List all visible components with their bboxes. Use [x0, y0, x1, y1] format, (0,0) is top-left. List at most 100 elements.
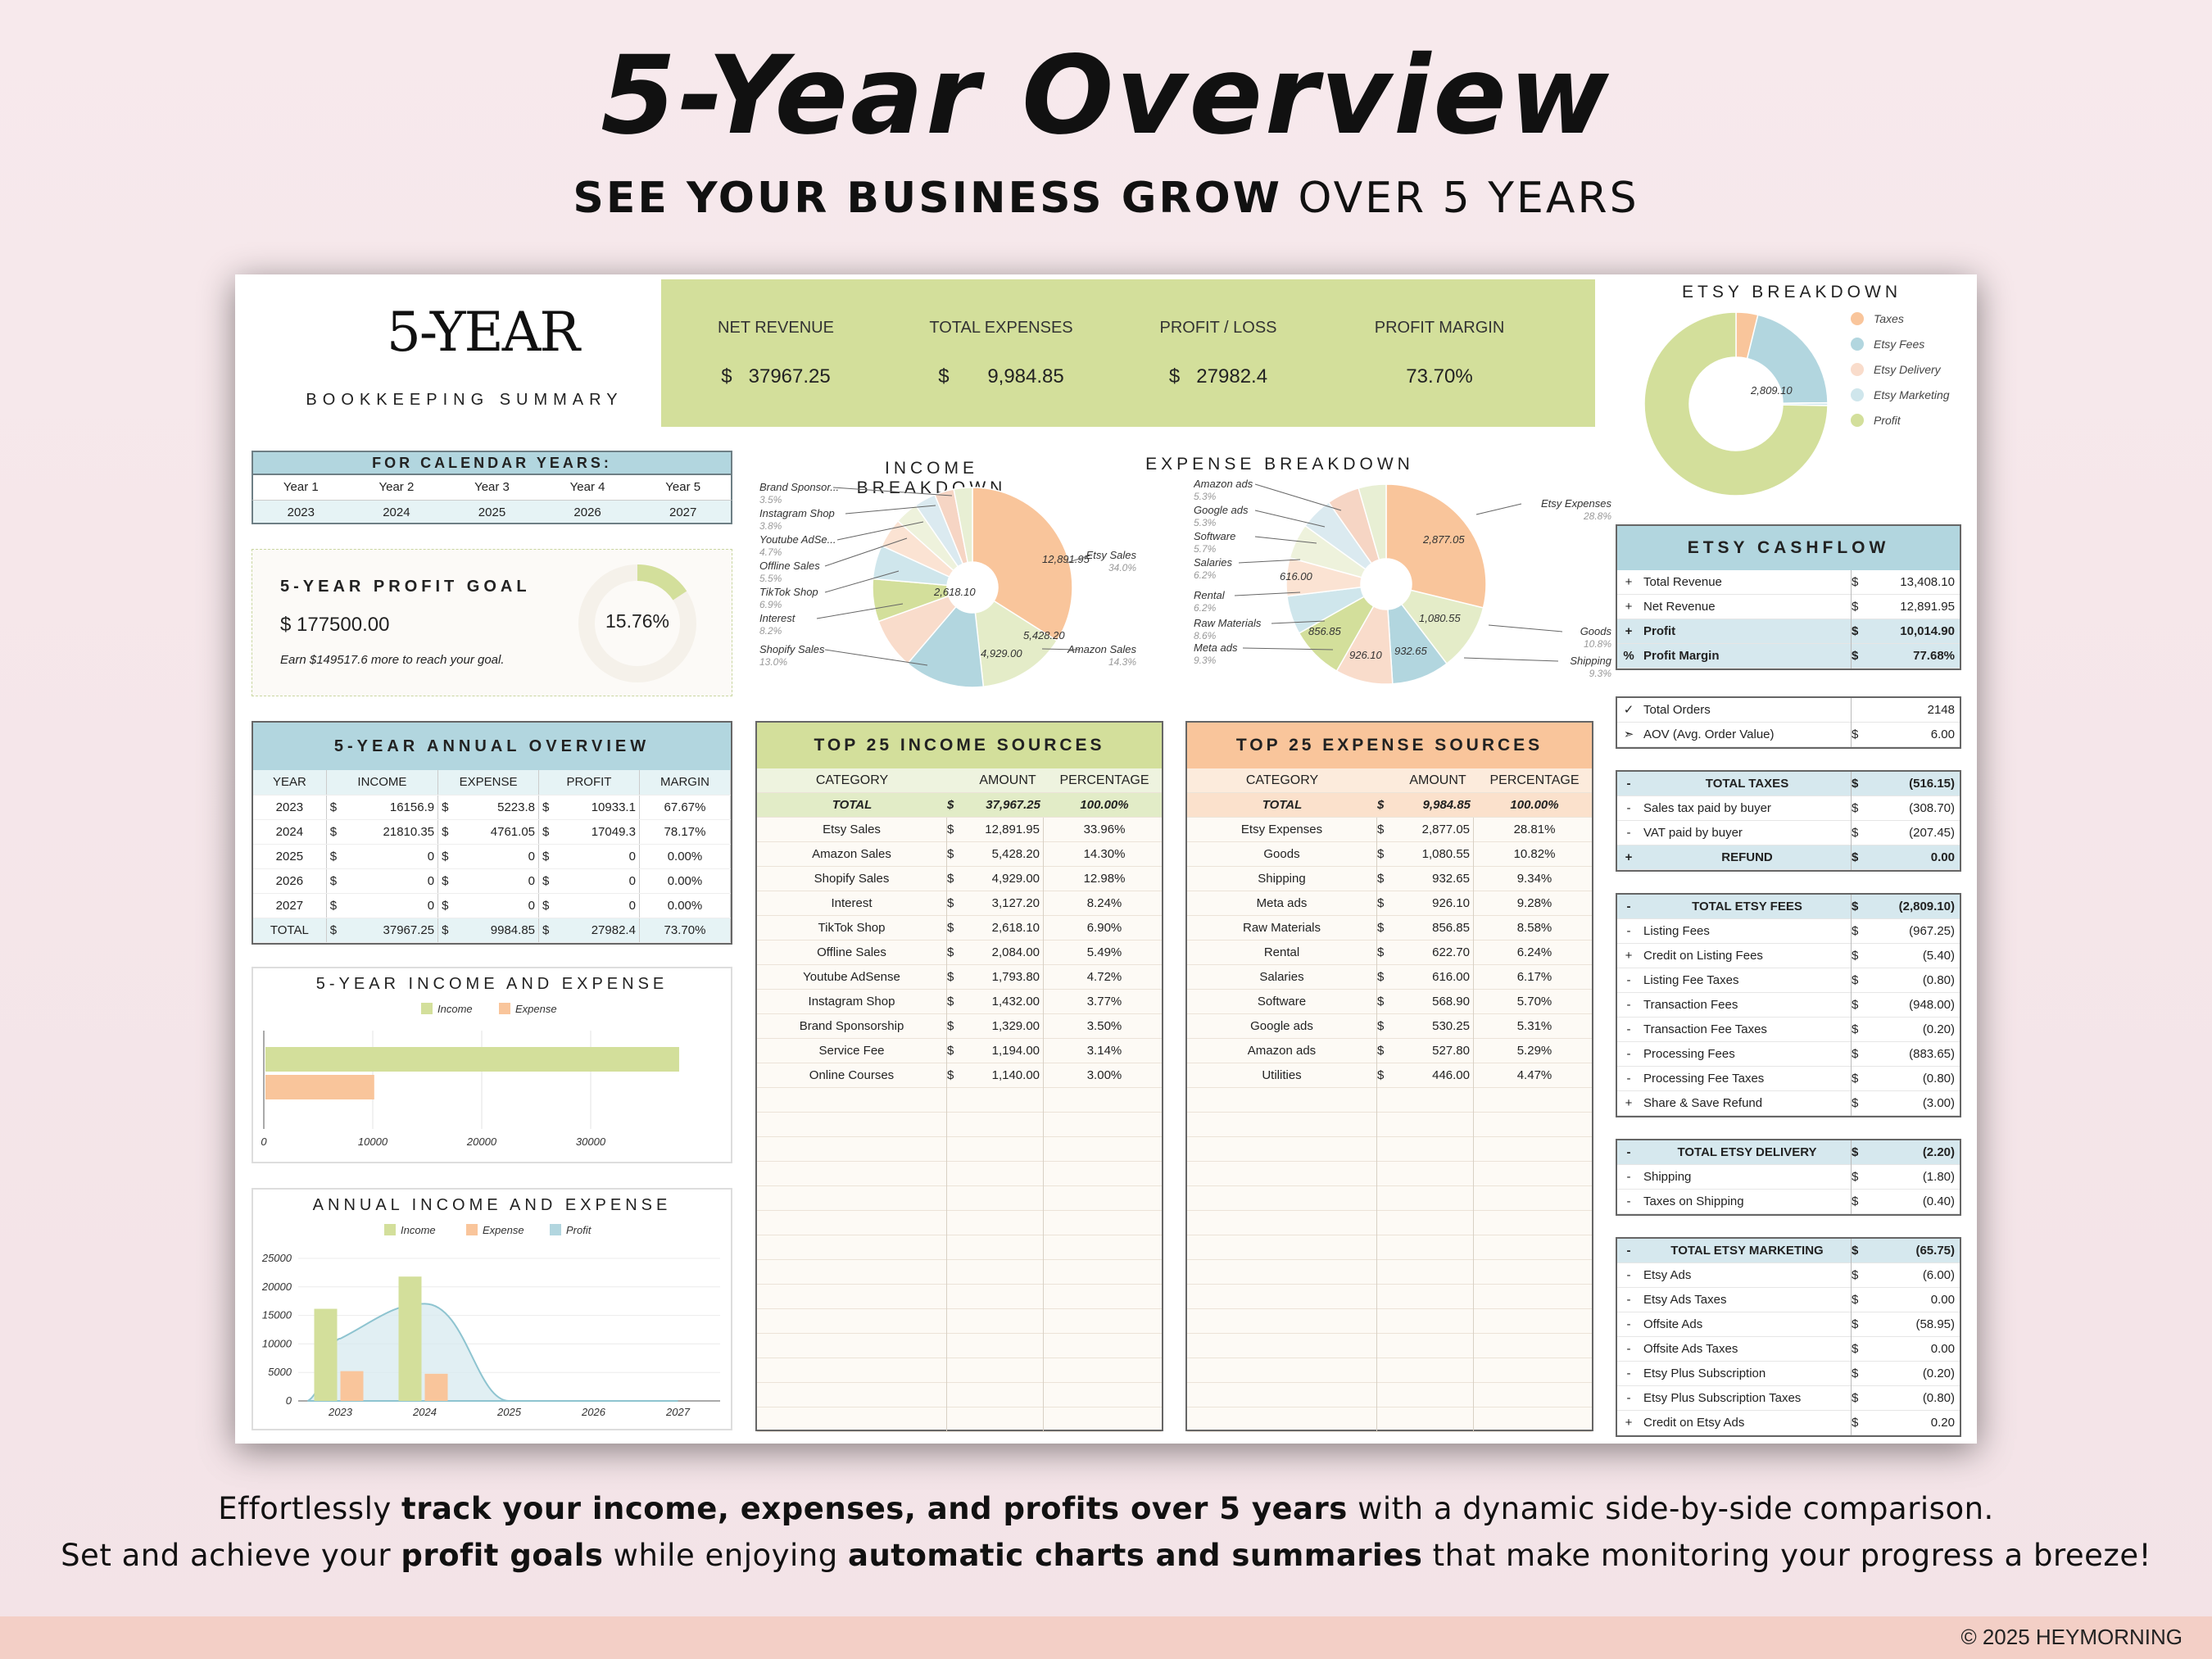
- footer-line-2: Set and achieve your profit goals while …: [61, 1538, 2151, 1573]
- table-row: Etsy Expenses $2,877.05 28.81%: [1187, 818, 1592, 842]
- annual-overview-table: 5-YEAR ANNUAL OVERVIEW YEAR INCOME EXPEN…: [252, 721, 732, 945]
- pie-label: Offline Sales: [759, 560, 820, 572]
- table-row: [1187, 1162, 1592, 1186]
- year-cell[interactable]: 2025: [478, 505, 506, 519]
- pie-label-pct: 5.5%: [759, 573, 782, 584]
- year-cell[interactable]: 2027: [669, 505, 697, 519]
- pie-label-pct: 4.7%: [759, 546, 782, 558]
- table-row: - VAT paid by buyer $ (207.45): [1617, 821, 1960, 845]
- table-row: [757, 1358, 1162, 1383]
- spreadsheet: 5-YEAR BOOKKEEPING SUMMARY NET REVENUE $…: [235, 274, 1977, 1444]
- leader-line: [1242, 647, 1334, 650]
- kpi-total-expenses: TOTAL EXPENSES $ 9,984.85: [929, 319, 1073, 388]
- table-row: TikTok Shop $2,618.10 6.90%: [757, 916, 1162, 941]
- tick-label: 0: [286, 1394, 292, 1407]
- tick-label: 20000: [466, 1135, 497, 1148]
- table-row: - Transaction Fee Taxes $ (0.20): [1617, 1018, 1960, 1042]
- table-total-row: TOTAL $9,984.85 100.00%: [1187, 793, 1592, 818]
- table-row: - TOTAL TAXES $ (516.15): [1617, 772, 1960, 796]
- legend-dot-icon: [1851, 363, 1864, 376]
- table-row: - Processing Fees $ (883.65): [1617, 1042, 1960, 1067]
- five-year-bar-chart: Income Expense 0 10000 20000 30000: [261, 1003, 679, 1148]
- goal-amount[interactable]: $ 177500.00: [280, 614, 390, 636]
- table-row: Utilities $446.00 4.47%: [1187, 1063, 1592, 1088]
- category-label: 2025: [496, 1406, 522, 1418]
- table-row: - Shipping $ (1.80): [1617, 1165, 1960, 1190]
- calendar-labels: Year 1 Year 2 Year 3 Year 4 Year 5: [252, 475, 732, 500]
- leader-line: [1254, 510, 1326, 528]
- pie-slice-goods: [1400, 589, 1484, 665]
- tick-label: 10000: [358, 1135, 388, 1148]
- table-row: + Credit on Etsy Ads $0.20: [1617, 1411, 1960, 1435]
- table-row: - Etsy Ads Taxes $0.00: [1617, 1288, 1960, 1312]
- table-row: - TOTAL ETSY MARKETING $ (65.75): [1617, 1239, 1960, 1263]
- pie-slice-etsy-sales: [972, 487, 1073, 642]
- table-total-row: TOTAL $37,967.25 100.00%: [757, 793, 1162, 818]
- pie-label: Rental: [1194, 589, 1226, 601]
- bar-income: [265, 1047, 679, 1072]
- goal-title: 5-YEAR PROFIT GOAL: [280, 578, 531, 596]
- pie-label: Meta ads: [1194, 641, 1238, 654]
- slice-value: 926.10: [1349, 649, 1383, 661]
- table-header-row: CATEGORY AMOUNT PERCENTAGE: [757, 768, 1162, 793]
- delivery-box: - TOTAL ETSY DELIVERY $ (2.20) - Shipping $ (1.…: [1616, 1139, 1961, 1216]
- summary-subtitle: BOOKKEEPING SUMMARY: [306, 391, 623, 409]
- leader-line: [1234, 592, 1301, 596]
- table-row: [757, 1137, 1162, 1162]
- pie-slice-shopify-sales: [906, 605, 985, 688]
- table-row: [757, 1260, 1162, 1285]
- legend-label-expense: Expense: [515, 1003, 557, 1015]
- slice-value: 4,929.00: [981, 647, 1022, 660]
- annual-bar-chart: Income Expense Profit 25000 20000 15000 10000 5…: [261, 1224, 720, 1418]
- table-row: [1187, 1137, 1592, 1162]
- tick-label: 20000: [261, 1281, 292, 1293]
- table-row: 2026 $0 $0 $0 0.00%: [253, 868, 732, 894]
- year-cell[interactable]: 2024: [383, 505, 410, 519]
- table-row: [757, 1235, 1162, 1260]
- legend-dot-icon: [1851, 338, 1864, 351]
- leader-line: [845, 505, 936, 514]
- legend-taxes: Taxes: [1851, 312, 1904, 325]
- table-row: Google ads $530.25 5.31%: [1187, 1014, 1592, 1039]
- slice-value: 2,877.05: [1422, 533, 1465, 546]
- table-row: + Total Revenue $13,408.10: [1617, 570, 1960, 595]
- pie-label: Youtube AdSe...: [759, 533, 836, 546]
- pie-label: Raw Materials: [1194, 617, 1262, 629]
- kpi-band: NET REVENUE $ 37967.25 TOTAL EXPENSES $ …: [661, 279, 1595, 427]
- leader-line: [1463, 657, 1559, 662]
- pie-label-pct: 14.3%: [1108, 656, 1136, 668]
- table-row: [757, 1407, 1162, 1432]
- expense-pie-chart: 2,877.05 1,080.55 616.00 856.85 926.10 9…: [1194, 478, 1612, 685]
- pie-label: Interest: [759, 612, 796, 624]
- pie-label-pct: 5.7%: [1194, 543, 1217, 555]
- leader-line: [1254, 536, 1317, 544]
- pie-label-pct: 9.3%: [1194, 655, 1217, 666]
- table-row: + Net Revenue $12,891.95: [1617, 595, 1960, 619]
- table-row: - TOTAL ETSY FEES $ (2,809.10): [1617, 895, 1960, 919]
- table-row: - TOTAL ETSY DELIVERY $ (2.20): [1617, 1140, 1960, 1165]
- page-title: 5-Year Overview: [601, 33, 1611, 159]
- table-row: 2027 $0 $0 $0 0.00%: [253, 893, 732, 918]
- table-row: [757, 1334, 1162, 1358]
- summary-title: 5-YEAR: [386, 301, 580, 364]
- year-cell[interactable]: 2026: [573, 505, 601, 519]
- expense-sources-table: TOP 25 EXPENSE SOURCES CATEGORY AMOUNT PER…: [1185, 721, 1593, 1432]
- pie-slice-online-courses: [953, 487, 973, 564]
- income-pie-chart: 12,891.95 5,428.20 4,929.00 2,618.10 Bra…: [759, 481, 1137, 688]
- pie-label-pct: 28.8%: [1583, 510, 1611, 522]
- legend-etsy-fees: Etsy Fees: [1851, 338, 1924, 351]
- orders-box: ✓ Total Orders 2148 ➣ AOV (Avg. Order Value)…: [1616, 696, 1961, 749]
- slice-value: 5,428.20: [1023, 629, 1065, 641]
- table-row: - Sales tax paid by buyer $ (308.70): [1617, 796, 1960, 821]
- table-row: - Taxes on Shipping $ (0.40): [1617, 1190, 1960, 1214]
- etsy-breakdown-title: ETSY BREAKDOWN: [1682, 283, 1902, 301]
- pie-label-pct: 9.3%: [1589, 668, 1612, 679]
- year-cell[interactable]: 2023: [287, 505, 315, 519]
- table-row: [1187, 1186, 1592, 1211]
- pie-label: Etsy Expenses: [1541, 497, 1611, 510]
- legend-swatch: [466, 1224, 478, 1235]
- category-label: 2023: [328, 1406, 353, 1418]
- pie-label-pct: 8.2%: [759, 625, 782, 637]
- table-row: [1187, 1235, 1592, 1260]
- pie-label: Etsy Sales: [1086, 549, 1137, 561]
